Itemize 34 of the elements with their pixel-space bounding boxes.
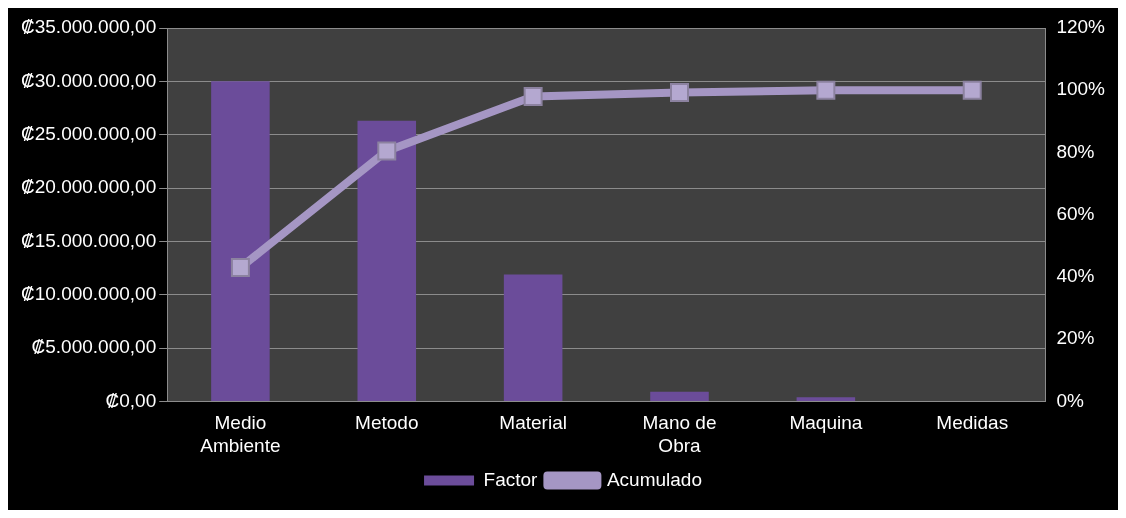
- point: [230, 258, 250, 278]
- point: [377, 141, 397, 161]
- y-tick-label: ₡0,00: [105, 389, 157, 411]
- x-tick-label: Medio Ambiente: [200, 412, 281, 456]
- y-tick-label: ₡25.000.000,00: [20, 122, 157, 144]
- y2-tick-label: 40%: [1056, 265, 1095, 287]
- x-tick-label: Medidas: [936, 412, 1009, 434]
- bar: [796, 397, 856, 401]
- x-tick-label: Material: [499, 412, 567, 434]
- y2-tick-label: 0%: [1056, 389, 1084, 411]
- y2-tick-label: 60%: [1056, 202, 1095, 224]
- y2-tick-label: 80%: [1056, 140, 1095, 162]
- y-tick-label: ₡10.000.000,00: [20, 282, 157, 304]
- y2-tick-label: 20%: [1056, 327, 1095, 349]
- x-tick-label: Mano de Obra: [642, 412, 717, 456]
- y2-tick-label: 100%: [1056, 78, 1106, 100]
- y-tick-label: ₡5.000.000,00: [31, 336, 157, 358]
- y-tick-label: ₡15.000.000,00: [20, 229, 157, 251]
- point: [670, 82, 689, 102]
- y-tick-label: ₡30.000.000,00: [20, 69, 157, 91]
- point: [962, 80, 982, 100]
- y-tick-label: ₡35.000.000,00: [20, 16, 157, 38]
- legend-label: Acumulado: [606, 468, 702, 490]
- y2-tick-label: 120%: [1056, 16, 1106, 38]
- y-tick-label: ₡20.000.000,00: [20, 176, 157, 198]
- bar: [503, 274, 563, 401]
- point: [816, 80, 836, 100]
- bar: [211, 81, 270, 401]
- x-tick-label: Metodo: [355, 412, 419, 434]
- x-tick-label: Maquina: [789, 412, 863, 434]
- legend-label: Factor: [483, 468, 539, 490]
- point: [523, 86, 543, 106]
- bar: [650, 391, 709, 401]
- bar: [357, 120, 417, 401]
